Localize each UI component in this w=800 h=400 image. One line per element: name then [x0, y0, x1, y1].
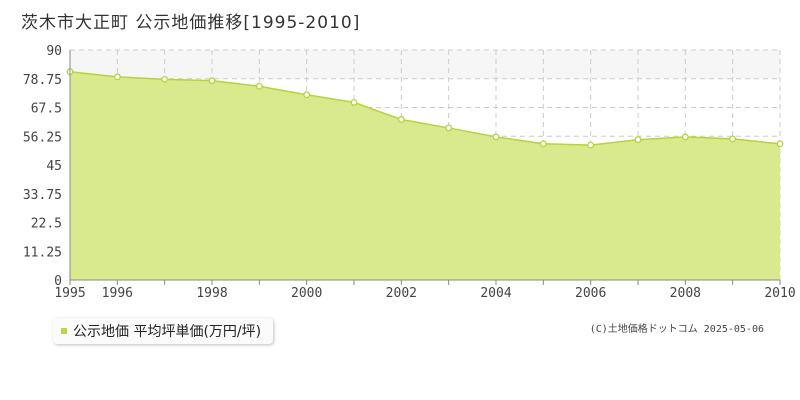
data-point	[492, 133, 500, 141]
y-tick-label: 0	[54, 274, 62, 289]
data-points	[66, 68, 784, 149]
data-point	[161, 75, 169, 83]
data-point	[350, 98, 358, 106]
y-tick-label: 56.25	[23, 130, 62, 145]
y-tick-label: 90	[46, 44, 62, 59]
x-tick-label: 2006	[575, 286, 606, 301]
x-tick-labels: 1995 1996 1998 2000 2002 2004 2006 2008 2010	[54, 286, 795, 301]
x-tick-label: 2000	[291, 286, 322, 301]
y-tick-label: 22.5	[31, 217, 62, 232]
data-point	[729, 135, 737, 143]
data-point	[776, 140, 784, 148]
data-point	[397, 116, 405, 123]
y-tick-labels: 0 11.25 22.5 33.75 45 56.25 67.5 78.75 90	[23, 44, 62, 289]
legend-swatch	[61, 328, 67, 334]
x-tick-label: 2010	[764, 286, 795, 301]
legend: 公示地価 平均坪単価(万円/坪)	[53, 318, 274, 344]
axes	[69, 50, 781, 285]
data-point	[445, 124, 453, 132]
data-point	[634, 136, 642, 144]
area-fill	[70, 71, 780, 280]
x-tick-label: 2008	[670, 286, 701, 301]
data-point	[303, 91, 311, 99]
chart-title: 茨木市大正町 公示地価推移[1995-2010]	[21, 13, 361, 33]
y-tick-label: 33.75	[23, 188, 62, 203]
legend-label: 公示地価 平均坪単価(万円/坪)	[73, 324, 262, 340]
data-point	[681, 133, 689, 141]
data-point	[587, 141, 595, 149]
series-line	[69, 70, 781, 146]
y-tick-label: 11.25	[23, 245, 62, 260]
credit-text: (C)土地価格ドットコム 2025-05-06	[589, 324, 764, 335]
y-tick-label: 67.5	[31, 102, 62, 117]
series-area	[69, 70, 781, 280]
x-tick-label: 1996	[102, 286, 133, 301]
x-tick-label: 2002	[386, 286, 417, 301]
data-point	[539, 140, 547, 148]
x-tick-label: 1998	[196, 286, 227, 301]
band-rect	[70, 50, 780, 79]
x-tick-label: 2004	[480, 286, 511, 301]
y-tick-label: 45	[46, 159, 62, 174]
data-point	[208, 77, 216, 85]
y-tick-label: 78.75	[23, 73, 62, 88]
x-tick-label: 1995	[54, 286, 85, 301]
data-point	[255, 82, 263, 90]
highlight-band	[70, 50, 780, 79]
data-point	[113, 73, 121, 81]
